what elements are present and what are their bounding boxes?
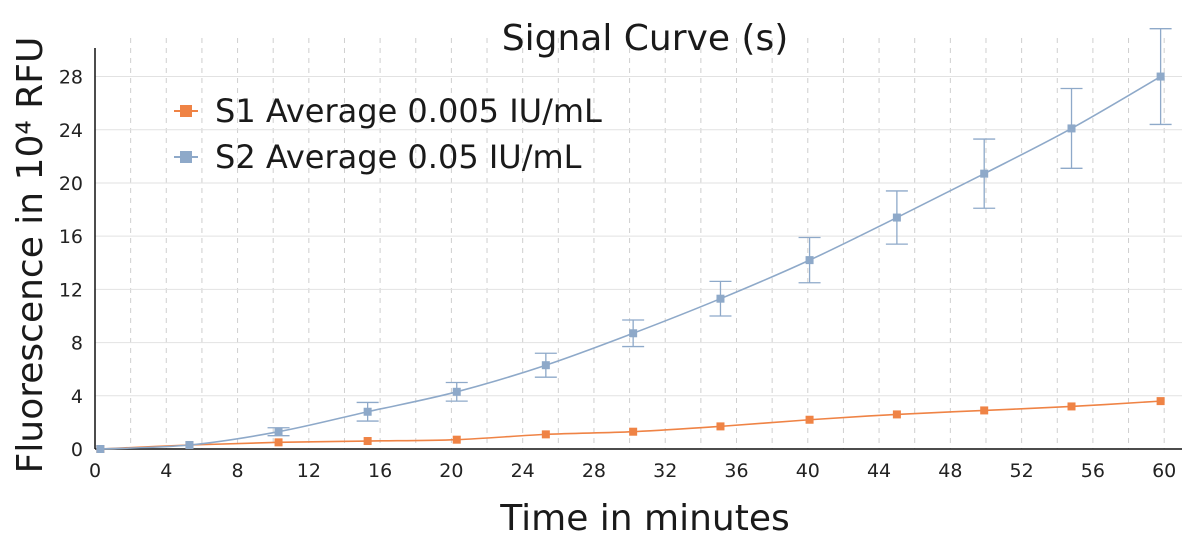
legend-marker — [180, 151, 192, 163]
y-tick-label: 16 — [59, 226, 83, 248]
x-tick-label: 52 — [1010, 460, 1034, 482]
x-tick-label: 24 — [511, 460, 535, 482]
y-tick-labels: 0 4 8 12 16 20 24 28 — [59, 67, 83, 461]
data-point — [96, 445, 105, 453]
x-tick-labels: 0 4 8 12 16 20 24 28 32 36 40 44 48 52 56 60 — [89, 460, 1176, 482]
x-tick-label: 16 — [368, 460, 392, 482]
data-point — [716, 294, 725, 303]
x-tick-label: 4 — [160, 460, 172, 482]
series-1 — [96, 397, 1165, 453]
axes — [94, 48, 1182, 450]
data-point — [185, 441, 194, 450]
data-point — [716, 422, 725, 431]
data-point — [541, 430, 550, 439]
data-point — [892, 213, 901, 222]
x-tick-label: 12 — [297, 460, 321, 482]
legend-label: S1 Average 0.005 IU/mL — [215, 92, 602, 130]
data-point — [274, 438, 283, 447]
series-line — [100, 400, 1161, 450]
data-point — [980, 406, 989, 415]
data-point — [274, 427, 283, 436]
data-point — [980, 169, 989, 178]
y-tick-label: 20 — [59, 173, 83, 195]
x-tick-label: 56 — [1081, 460, 1105, 482]
chart-title: Signal Curve (s) — [502, 18, 789, 59]
series-line — [100, 75, 1162, 450]
y-tick-label: 24 — [59, 120, 83, 142]
legend-label: S2 Average 0.05 IU/mL — [215, 138, 582, 176]
series-2 — [96, 28, 1172, 453]
data-point — [805, 256, 814, 265]
x-tick-label: 8 — [232, 460, 244, 482]
data-point — [363, 437, 372, 446]
x-tick-label: 48 — [938, 460, 962, 482]
x-tick-label: 36 — [724, 460, 748, 482]
data-point — [1156, 72, 1165, 81]
grid-lines — [95, 38, 1182, 449]
data-point — [452, 387, 461, 396]
x-tick-label: 40 — [796, 460, 820, 482]
y-tick-label: 12 — [59, 279, 83, 301]
x-tick-label: 0 — [89, 460, 101, 482]
data-point — [541, 361, 550, 370]
y-tick-label: 0 — [71, 439, 83, 461]
data-point — [805, 415, 814, 424]
data-point — [629, 427, 638, 436]
x-tick-label: 60 — [1152, 460, 1176, 482]
legend: S1 Average 0.005 IU/mL S2 Average 0.05 IU… — [174, 92, 602, 176]
legend-marker — [180, 105, 192, 117]
data-point — [1156, 397, 1165, 406]
data-point — [1067, 402, 1076, 411]
y-axis-label: Fluorescence in 10⁴ RFU — [10, 37, 51, 474]
legend-item-1: S1 Average 0.005 IU/mL — [174, 92, 602, 130]
x-tick-label: 44 — [867, 460, 891, 482]
x-axis-label: Time in minutes — [499, 498, 790, 539]
y-tick-label: 28 — [59, 67, 83, 89]
data-point — [892, 410, 901, 419]
data-point — [1067, 124, 1076, 133]
x-tick-label: 28 — [582, 460, 606, 482]
y-tick-label: 8 — [71, 333, 83, 355]
data-point — [452, 435, 461, 444]
series-layer — [96, 28, 1172, 453]
x-tick-label: 32 — [653, 460, 677, 482]
y-tick-label: 4 — [71, 386, 83, 408]
legend-item-2: S2 Average 0.05 IU/mL — [174, 138, 582, 176]
x-tick-label: 20 — [439, 460, 463, 482]
data-point — [363, 407, 372, 416]
data-point — [629, 329, 638, 338]
